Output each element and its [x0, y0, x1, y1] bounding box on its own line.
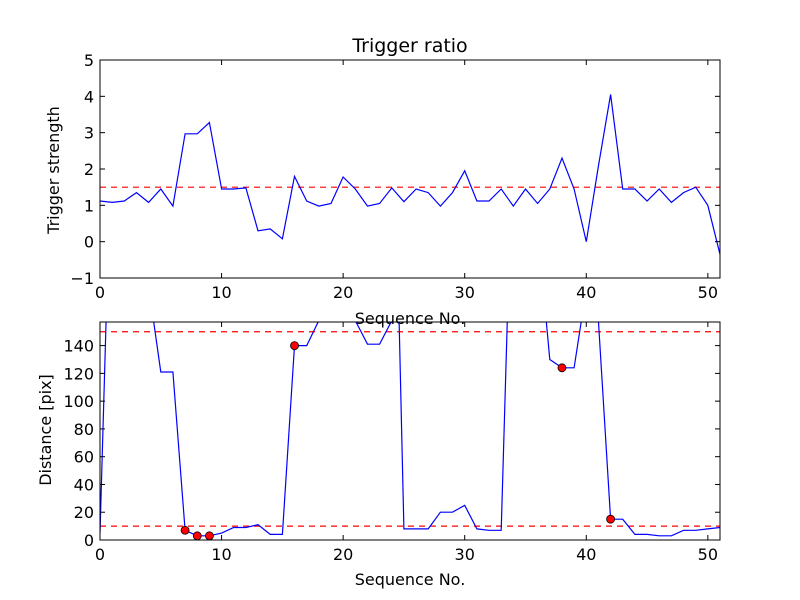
y-tick-label: 120: [63, 364, 94, 383]
distance-chart: Distance [pix] Sequence No. 0 10 20 30 40 500…: [36, 321, 721, 589]
y-tick-label: 3: [84, 124, 94, 143]
x-axis-label: Sequence No.: [355, 309, 466, 328]
x-axis-label: Sequence No.: [355, 570, 466, 589]
series-line-1: [100, 322, 720, 537]
y-tick-label: 1: [84, 196, 94, 215]
chart-title: Trigger ratio: [351, 35, 467, 57]
plot-frame: [99, 59, 721, 279]
data-point-marker-4: [290, 341, 299, 351]
y-tick-label: 2: [84, 160, 94, 179]
data-point-marker-2: [192, 531, 202, 541]
x-tick-label: 10: [211, 283, 231, 302]
x-tick-label: 50: [698, 283, 718, 302]
y-tick-label: 80: [74, 420, 94, 439]
y-tick-label: −1: [70, 269, 94, 288]
x-tick-label: 20: [333, 283, 353, 302]
data-point-marker-3: [205, 531, 214, 541]
x-tick-label: 30: [455, 283, 475, 302]
data-point-marker-6: [606, 514, 615, 524]
x-tick-label: 40: [576, 283, 596, 302]
y-tick-label: 0: [84, 531, 94, 550]
plot-area: 0 10 20 30 40 50 0 20 40 60 80 100 120 140: [63, 321, 721, 564]
y-axis-label: Distance [pix]: [36, 374, 55, 486]
x-tick-label: 20: [333, 545, 353, 564]
x-tick-label: 50: [698, 545, 718, 564]
trigger-ratio-chart: Trigger ratio Trigger strength Sequence …: [44, 35, 721, 328]
x-tick-label: 30: [455, 545, 475, 564]
y-tick-label: 4: [84, 87, 94, 106]
x-tick-label: 0: [95, 283, 105, 302]
plot-frame: [99, 321, 721, 541]
y-tick-label: 60: [74, 448, 94, 467]
y-tick-label: 20: [74, 503, 94, 522]
y-tick-label: 140: [63, 337, 94, 356]
data-point-marker-1: [180, 525, 190, 535]
x-tick-label: 0: [95, 545, 105, 564]
y-tick-label: 0: [84, 233, 94, 252]
x-tick-label: 40: [576, 545, 596, 564]
y-axis-label: Trigger strength: [44, 106, 63, 235]
y-tick-label: 5: [84, 51, 94, 70]
series-line-1: [100, 94, 720, 255]
y-tick-label: 100: [63, 392, 94, 411]
y-tick-label: 40: [74, 475, 94, 494]
x-tick-label: 10: [211, 545, 231, 564]
data-point-marker-5: [557, 363, 567, 373]
